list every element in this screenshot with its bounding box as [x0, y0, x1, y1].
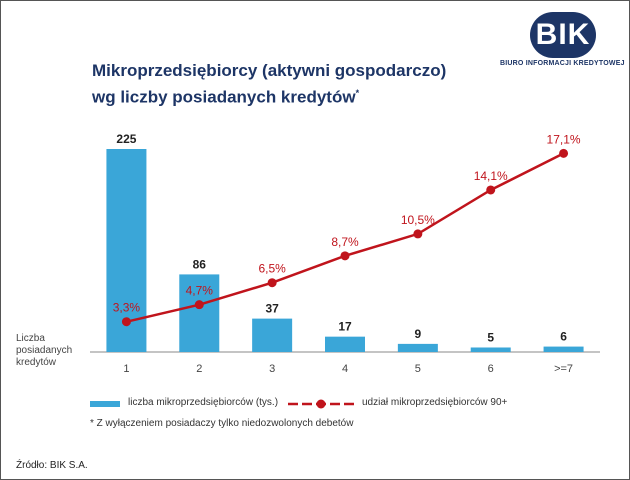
- bar-6: [470, 347, 511, 352]
- bar-value-label: 37: [265, 302, 279, 316]
- source-note: Źródło: BIK S.A.: [16, 460, 88, 471]
- line-point: [121, 317, 131, 327]
- logo-mark: BIK: [530, 12, 596, 58]
- bar-4: [325, 336, 365, 352]
- x-tick-label: 4: [342, 363, 348, 375]
- line-point: [413, 229, 423, 239]
- legend-bar-swatch: [90, 401, 120, 407]
- line-point: [194, 300, 204, 310]
- x-tick-label: >=7: [554, 363, 573, 375]
- bar->=7: [543, 346, 584, 352]
- title-footnote-mark: *: [355, 88, 360, 98]
- line-value-label: 4,7%: [186, 284, 214, 298]
- chart-title: Mikroprzedsiębiorcy (aktywni gospodarczo…: [92, 60, 446, 109]
- footnote: * Z wyłączeniem posiadaczy tylko niedozw…: [90, 418, 354, 429]
- logo-text: BIURO INFORMACJI KREDYTOWEJ: [500, 60, 625, 67]
- line-value-label: 14,1%: [474, 169, 508, 183]
- bar-2: [179, 274, 220, 352]
- y-axis-label: Liczba posiadanych kredytów: [16, 333, 73, 368]
- line-point: [340, 251, 350, 261]
- bar-value-label: 225: [116, 132, 136, 146]
- bar-value-label: 86: [193, 257, 207, 271]
- line-value-label: 17,1%: [547, 132, 581, 146]
- legend-line-swatch: [288, 399, 354, 409]
- x-tick-label: 3: [269, 363, 275, 375]
- bar-value-label: 17: [338, 320, 352, 334]
- legend-bar-label: liczba mikroprzedsiębiorców (tys.): [128, 397, 279, 408]
- bar-value-label: 6: [560, 330, 567, 344]
- bar-3: [252, 318, 293, 352]
- line-value-label: 8,7%: [331, 235, 359, 249]
- line-point: [267, 278, 277, 288]
- title-line-2: wg liczby posiadanych kredytów: [92, 87, 356, 107]
- x-tick-label: 5: [415, 363, 421, 375]
- bar-value-label: 5: [487, 330, 494, 344]
- line-value-label: 10,5%: [401, 213, 435, 227]
- legend-line-label: udział mikroprzedsiębiorców 90+: [362, 397, 508, 408]
- bar-5: [397, 343, 438, 352]
- line-value-label: 3,3%: [113, 301, 141, 315]
- line-point: [486, 185, 496, 195]
- line-point: [559, 148, 569, 158]
- x-tick-label: 6: [488, 363, 494, 375]
- bar-value-label: 9: [415, 327, 422, 341]
- bik-logo: BIK BIURO INFORMACJI KREDYTOWEJ: [500, 12, 624, 72]
- title-line-1: Mikroprzedsiębiorcy (aktywni gospodarczo…: [92, 61, 447, 80]
- x-tick-label: 1: [123, 363, 129, 375]
- line-value-label: 6,5%: [258, 262, 286, 276]
- x-tick-label: 2: [196, 363, 202, 375]
